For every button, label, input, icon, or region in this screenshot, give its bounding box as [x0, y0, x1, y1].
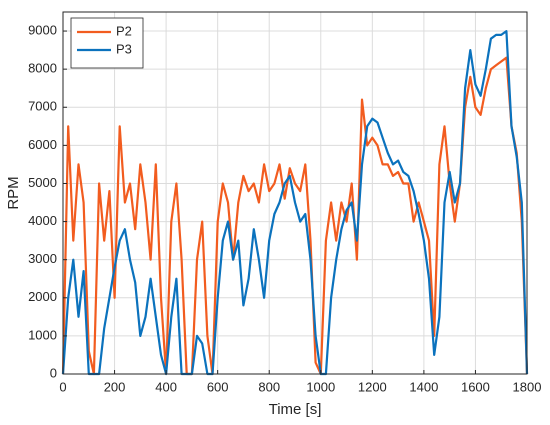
series-line	[61, 56, 529, 376]
x-tick-label: 1200	[358, 379, 387, 394]
x-axis-label: Time [s]	[269, 401, 322, 418]
y-axis-label: RPM	[5, 176, 22, 209]
y-tick-label: 2000	[28, 289, 57, 304]
y-tick-label: 5000	[28, 175, 57, 190]
legend-label: P3	[116, 41, 132, 56]
x-tick-label: 200	[104, 379, 126, 394]
y-tick-label: 7000	[28, 99, 57, 114]
x-tick-label: 1000	[306, 379, 335, 394]
y-tick-label: 3000	[28, 251, 57, 266]
y-tick-label: 6000	[28, 137, 57, 152]
legend-box	[70, 17, 144, 69]
y-tick-label: 1000	[28, 327, 57, 342]
y-tick-label: 8000	[28, 61, 57, 76]
x-tick-label: 600	[207, 379, 229, 394]
y-tick-label: 4000	[28, 213, 57, 228]
y-tick-label: 9000	[28, 22, 57, 37]
axes-box	[62, 11, 528, 375]
y-tick-label: 0	[50, 365, 57, 380]
plot-lines	[61, 30, 529, 376]
x-tick-label: 0	[59, 379, 66, 394]
legend-label: P2	[116, 23, 132, 38]
x-tick-label: 800	[258, 379, 280, 394]
x-tick-label: 1400	[409, 379, 438, 394]
series-line	[61, 30, 529, 376]
x-tick-label: 1600	[461, 379, 490, 394]
x-tick-label: 1800	[513, 379, 542, 394]
x-tick-label: 400	[155, 379, 177, 394]
